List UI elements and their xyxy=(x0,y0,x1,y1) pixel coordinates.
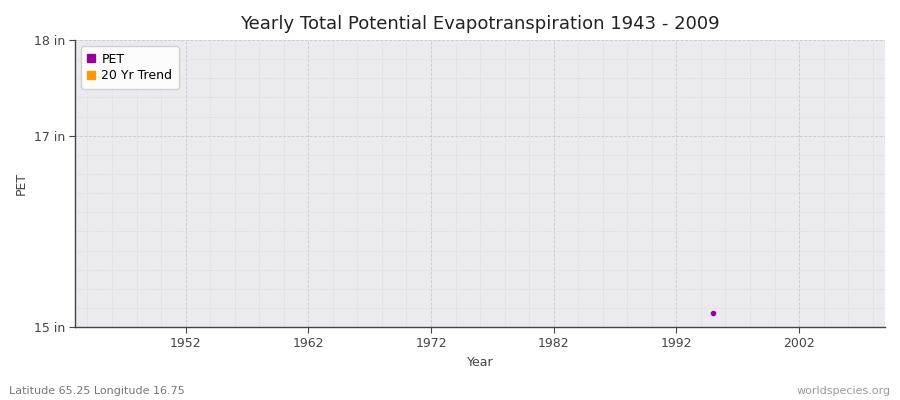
X-axis label: Year: Year xyxy=(467,356,493,369)
Y-axis label: PET: PET xyxy=(15,172,28,195)
Text: Latitude 65.25 Longitude 16.75: Latitude 65.25 Longitude 16.75 xyxy=(9,386,184,396)
Title: Yearly Total Potential Evapotranspiration 1943 - 2009: Yearly Total Potential Evapotranspiratio… xyxy=(240,15,720,33)
Text: worldspecies.org: worldspecies.org xyxy=(796,386,891,396)
Legend: PET, 20 Yr Trend: PET, 20 Yr Trend xyxy=(82,46,179,89)
